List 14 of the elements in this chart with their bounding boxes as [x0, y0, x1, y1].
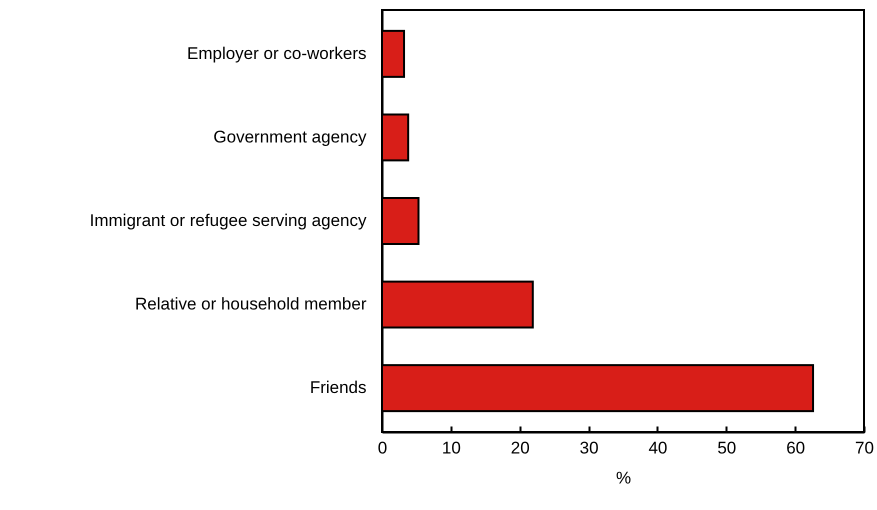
x-tick-label: 30 — [580, 438, 599, 458]
x-tick-label: 0 — [378, 438, 388, 458]
x-tick-label: 20 — [510, 438, 530, 458]
x-tick-label: 50 — [717, 438, 736, 458]
y-tick-label: Government agency — [213, 127, 367, 146]
y-tick-label: Friends — [310, 378, 366, 398]
x-tick-label: 10 — [442, 438, 461, 458]
y-tick-label: Relative or household member — [134, 294, 367, 314]
x-tick-label: 70 — [855, 438, 874, 458]
y-tick-label: Immigrant or refugee serving agency — [90, 211, 367, 230]
y-tick-label: Employer or co-workers — [187, 44, 366, 63]
x-tick-label: 40 — [648, 438, 668, 458]
x-axis-title: % — [616, 468, 632, 488]
x-tick-label: 60 — [786, 438, 806, 458]
